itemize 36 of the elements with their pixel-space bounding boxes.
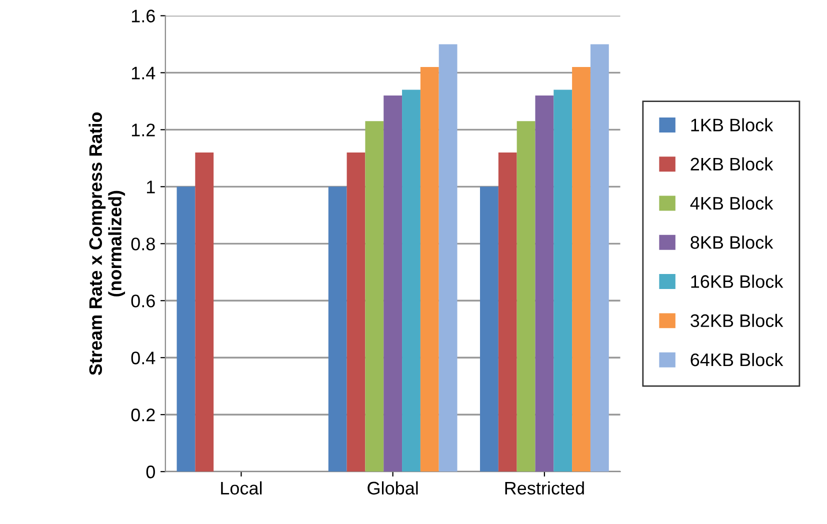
y-tick-label: 1	[147, 180, 155, 194]
y-tick-label: 1.2	[132, 124, 155, 136]
x-tick-label: Global	[368, 481, 418, 495]
bar	[480, 186, 498, 472]
bar	[535, 96, 554, 472]
bar	[365, 121, 384, 472]
legend-label: 4KB Block	[690, 196, 774, 210]
y-tick-label: 0	[146, 466, 155, 478]
bar	[554, 90, 572, 472]
bar	[572, 67, 590, 472]
y-tick-label: 1.4	[132, 66, 156, 80]
bar	[590, 44, 609, 472]
legend-label: 64KB Block	[690, 352, 784, 366]
legend-label: 8KB Block	[690, 236, 774, 249]
bar	[420, 67, 439, 472]
y-axis-title: Stream Rate x Compress Ratio (normalized)	[88, 112, 126, 376]
y-tick-label: 0.2	[131, 408, 155, 422]
y-tick-label: 0.4	[131, 352, 156, 364]
bar	[328, 186, 347, 472]
bar	[516, 121, 536, 472]
legend-label: 2KB Block	[690, 157, 774, 171]
bar	[498, 152, 517, 472]
y-tick-label: 0.6	[131, 294, 155, 308]
legend-label: 1KB Block	[691, 118, 774, 132]
bar	[402, 90, 420, 472]
y-tick-label: 0.8	[131, 238, 155, 250]
legend-label: 16KB Block	[691, 274, 784, 288]
y-tick-label: 1.6	[132, 10, 155, 22]
bar	[346, 152, 366, 472]
bar	[438, 44, 458, 472]
legend-label: 32KB Block	[690, 314, 784, 328]
x-tick-label: Restricted	[505, 481, 584, 495]
bar	[195, 152, 214, 472]
bar	[176, 186, 196, 472]
x-tick-label: Local	[221, 481, 262, 495]
bar	[384, 96, 402, 472]
